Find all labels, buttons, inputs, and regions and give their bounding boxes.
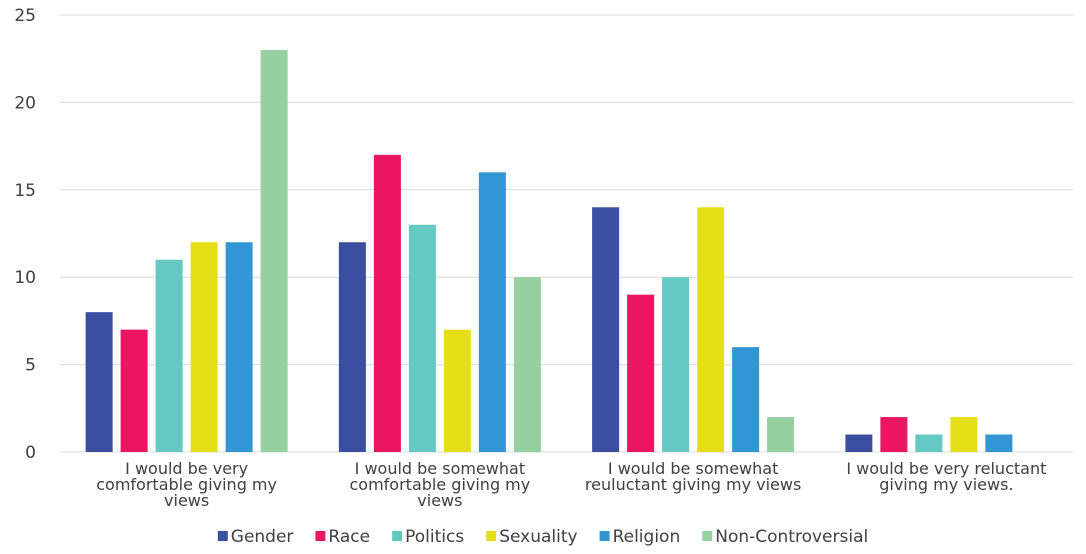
x-category-line: views — [164, 491, 209, 510]
bar-non-controversial — [513, 277, 541, 452]
legend-label: Race — [328, 527, 370, 547]
x-category-label: I would be somewhat comfortable giving my… — [350, 459, 531, 510]
bar-gender — [592, 207, 620, 452]
bar-politics — [915, 434, 943, 452]
x-category-line: comfortable giving my — [96, 475, 277, 494]
y-tick-label: 10 — [14, 268, 36, 288]
bar-religion — [225, 242, 253, 452]
y-tick-label: 5 — [25, 356, 36, 376]
y-tick-label: 20 — [14, 93, 36, 113]
legend: Gender Race Politics Sexuality Religion Non-C… — [217, 527, 868, 547]
x-category-line: I would be very — [125, 459, 248, 478]
bar-politics — [662, 277, 690, 452]
x-category-line: I would be very reluctant — [846, 459, 1046, 478]
x-category-label: I would be somewhat reuluctant giving my … — [585, 459, 801, 494]
bar-race — [120, 329, 148, 452]
bar-race — [880, 417, 908, 452]
legend-swatch — [217, 531, 228, 541]
bar-gender — [338, 242, 366, 452]
legend-swatch — [486, 531, 497, 541]
bars — [85, 49, 1013, 453]
bar-sexuality — [190, 242, 218, 452]
legend-item: Race — [315, 527, 370, 547]
legend-label: Politics — [405, 527, 464, 547]
legend-swatch — [392, 531, 403, 541]
bar-religion — [478, 172, 506, 452]
x-category-line: giving my views. — [879, 475, 1013, 494]
bar-race — [373, 154, 401, 452]
bar-politics — [408, 224, 436, 452]
bar-religion — [732, 347, 760, 452]
legend-item: Gender — [217, 527, 294, 547]
legend-swatch — [315, 531, 326, 541]
bar-religion — [985, 434, 1013, 452]
legend-item: Religion — [599, 527, 681, 547]
legend-label: Religion — [613, 527, 681, 547]
x-axis-categories: I would be very comfortable giving my view… — [96, 459, 1046, 510]
x-category-line: comfortable giving my — [350, 475, 531, 494]
bar-politics — [155, 259, 183, 452]
legend-item: Politics — [392, 527, 464, 547]
bar-sexuality — [443, 329, 471, 452]
x-category-line: views — [417, 491, 462, 510]
x-category-label: I would be very reluctant giving my views… — [846, 459, 1046, 494]
legend-item: Non-Controversial — [702, 527, 868, 547]
y-tick-label: 15 — [14, 181, 36, 201]
x-category-line: reuluctant giving my views — [585, 475, 801, 494]
legend-swatch — [599, 531, 610, 541]
legend-swatch — [702, 531, 713, 541]
y-tick-label: 0 — [25, 443, 36, 463]
x-category-line: I would be somewhat — [355, 459, 525, 478]
bar-sexuality — [697, 207, 725, 452]
legend-label: Gender — [231, 527, 294, 547]
bar-race — [627, 294, 655, 452]
x-category-label: I would be very comfortable giving my view… — [96, 459, 277, 510]
bar-gender — [85, 312, 113, 452]
bar-gender — [845, 434, 873, 452]
bar-non-controversial — [767, 417, 795, 452]
bar-non-controversial — [260, 49, 288, 453]
y-axis-ticks: 0 5 10 15 20 25 — [14, 6, 36, 463]
x-category-line: I would be somewhat — [608, 459, 778, 478]
bar-sexuality — [950, 417, 978, 452]
legend-label: Sexuality — [499, 527, 577, 547]
legend-item: Sexuality — [486, 527, 578, 547]
legend-label: Non-Controversial — [715, 527, 868, 547]
y-tick-label: 25 — [14, 6, 36, 26]
